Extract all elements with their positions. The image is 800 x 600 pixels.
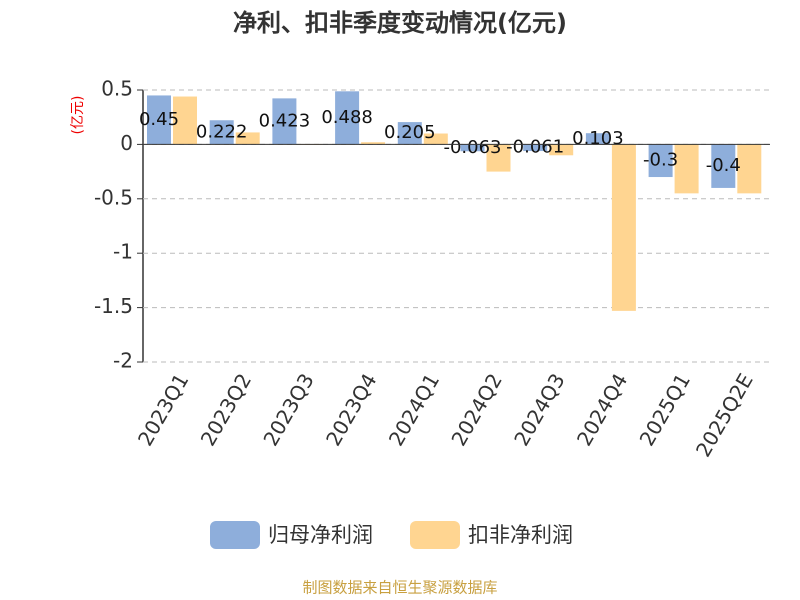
bar xyxy=(361,142,386,145)
y-axis-label: (亿元) xyxy=(70,96,86,135)
bar xyxy=(335,91,360,145)
bar xyxy=(523,144,548,152)
legend-label: 扣非净利润 xyxy=(468,523,573,547)
bar xyxy=(397,122,422,145)
data-label: 0.423 xyxy=(259,110,311,131)
x-tick-label: 2024Q2 xyxy=(446,369,506,450)
bar xyxy=(585,133,610,145)
x-tick-label: 2023Q3 xyxy=(258,369,318,450)
source-note: 制图数据来自恒生聚源数据库 xyxy=(302,579,497,597)
y-tick-label: 0 xyxy=(120,131,133,155)
data-label: 0.222 xyxy=(196,121,248,142)
bar xyxy=(711,144,736,188)
bar xyxy=(460,144,485,152)
bar xyxy=(674,144,699,194)
y-tick-label: -0.5 xyxy=(94,185,133,209)
x-tick-label: 2024Q4 xyxy=(572,369,632,450)
data-label: -0.063 xyxy=(443,137,501,158)
data-label: -0.3 xyxy=(643,150,678,171)
data-label: 0.488 xyxy=(321,107,373,128)
y-tick-label: -2 xyxy=(113,349,133,373)
x-tick-label: 2023Q4 xyxy=(321,369,381,450)
x-tick-label: 2025Q1 xyxy=(635,369,695,450)
bar xyxy=(549,144,574,156)
bar xyxy=(737,144,762,194)
data-label: 0.103 xyxy=(572,128,624,149)
bar xyxy=(147,95,171,145)
bar xyxy=(611,144,636,311)
x-tick-label: 2023Q1 xyxy=(133,369,193,450)
bar xyxy=(173,96,197,145)
chart-title: 净利、扣非季度变动情况(亿元) xyxy=(233,9,567,37)
bar xyxy=(209,120,234,145)
bar xyxy=(648,144,673,178)
y-tick-label: -1 xyxy=(113,240,133,264)
bar xyxy=(423,133,448,145)
x-tick-label: 2024Q1 xyxy=(384,369,444,450)
bar xyxy=(272,98,297,145)
bar xyxy=(235,132,260,145)
x-tick-label: 2024Q3 xyxy=(509,369,569,450)
data-label: 0.45 xyxy=(139,109,179,130)
bar xyxy=(486,144,511,172)
y-tick-label: 0.5 xyxy=(101,77,133,101)
y-tick-label: -1.5 xyxy=(94,294,133,318)
legend-label: 归母净利润 xyxy=(268,523,373,547)
legend-swatch xyxy=(210,521,260,549)
data-label: 0.205 xyxy=(384,122,436,143)
legend-swatch xyxy=(410,521,460,549)
data-label: -0.4 xyxy=(706,155,741,176)
x-tick-label: 2025Q2E xyxy=(691,369,758,461)
data-label: -0.061 xyxy=(506,137,564,158)
x-tick-label: 2023Q2 xyxy=(196,369,256,450)
